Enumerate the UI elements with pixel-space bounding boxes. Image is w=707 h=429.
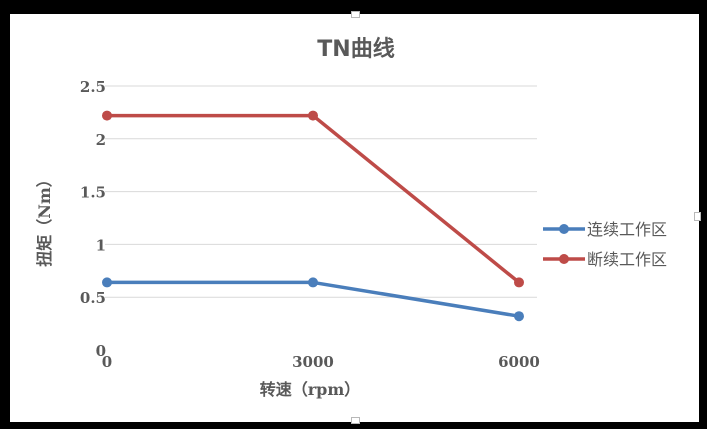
series-2-point[interactable] <box>102 110 112 121</box>
legend-marker <box>559 224 569 234</box>
y-tick-label: 2.5 <box>80 78 106 96</box>
series-1-point[interactable] <box>514 311 524 322</box>
x-tick-label: 3000 <box>292 353 334 371</box>
y-tick-label: 2 <box>96 131 106 149</box>
series-2-point[interactable] <box>308 110 318 121</box>
x-axis-label: 转速（rpm） <box>260 380 361 399</box>
x-tick-label: 0 <box>102 353 112 371</box>
series-2-point[interactable] <box>514 277 524 288</box>
series-1-point[interactable] <box>102 277 112 288</box>
x-tick-label: 6000 <box>498 353 540 371</box>
resize-handle-bottom[interactable] <box>351 417 360 424</box>
legend-label: 断续工作区 <box>587 250 667 269</box>
y-tick-label: 1 <box>96 236 106 254</box>
series-line-1 <box>107 280 520 318</box>
resize-handle-top[interactable] <box>351 11 360 18</box>
series-1-point[interactable] <box>308 277 318 288</box>
chart-title: TN曲线 <box>317 36 394 62</box>
legend-label: 连续工作区 <box>587 220 667 239</box>
series-line-2 <box>107 113 521 284</box>
resize-handle-right[interactable] <box>694 212 701 221</box>
y-axis-label: 扭矩（Nm） <box>35 171 54 267</box>
y-tick-label: 0.5 <box>80 289 106 307</box>
legend-marker <box>559 254 569 264</box>
y-tick-label: 1.5 <box>80 184 106 202</box>
y-tick-label: 0 <box>96 342 106 360</box>
chart-area[interactable]: 0 0.5 1 1.5 2 2.5 0 3000 6000 TN曲线转速（rpm） 扭矩（Nm） 连续… <box>10 11 701 424</box>
